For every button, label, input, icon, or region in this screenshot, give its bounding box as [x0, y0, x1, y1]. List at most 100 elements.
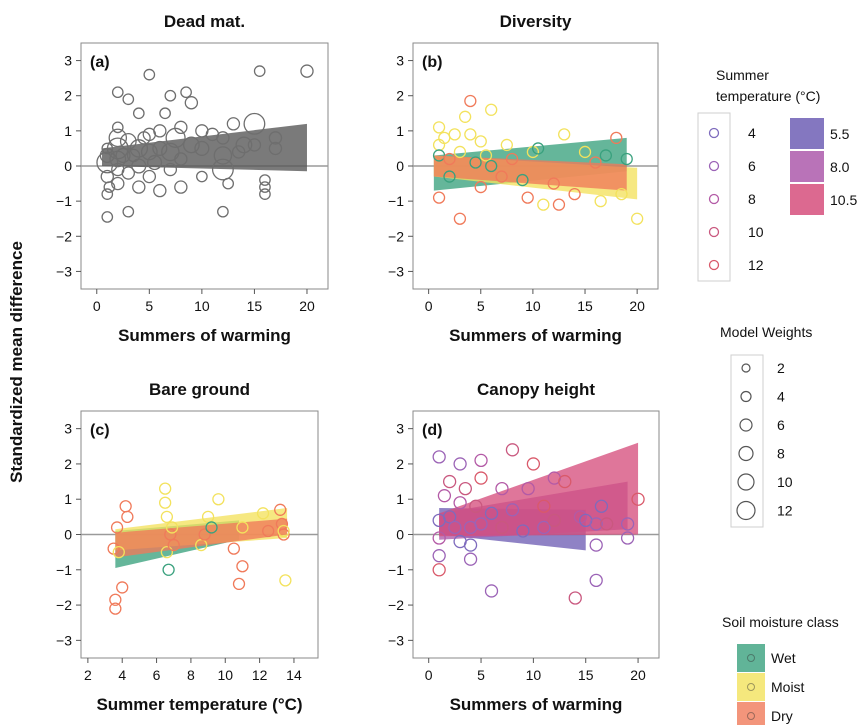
data-point	[526, 457, 541, 471]
data-point	[485, 103, 498, 116]
data-point	[165, 521, 179, 534]
data-point	[152, 140, 168, 156]
data-point	[516, 173, 529, 187]
data-point	[196, 170, 208, 183]
data-point	[432, 549, 446, 563]
data-point	[213, 146, 233, 165]
legend-moisture-label: Moist	[771, 679, 805, 695]
data-point	[205, 521, 218, 534]
x-tick-label: 5	[477, 298, 485, 314]
data-point	[458, 110, 472, 123]
x-tick-label: 5	[477, 667, 485, 683]
data-point	[474, 135, 487, 148]
legend-weights-box	[730, 354, 764, 528]
x-axis-label: Summers of warming	[118, 326, 291, 345]
data-point	[160, 510, 174, 524]
confidence-band	[433, 155, 627, 191]
legend-weight-circle	[736, 500, 756, 521]
data-point	[142, 169, 157, 184]
data-point	[153, 124, 167, 138]
data-point	[464, 94, 477, 108]
data-point	[119, 132, 137, 150]
data-point	[630, 212, 644, 225]
legend-moisture-swatch	[737, 702, 765, 725]
data-point	[235, 136, 253, 154]
x-tick-label: 20	[630, 667, 646, 683]
data-point	[132, 180, 146, 194]
y-tick-label: −1	[56, 193, 72, 209]
data-point	[453, 496, 467, 510]
data-point	[463, 552, 478, 566]
panel-title: Canopy height	[477, 380, 595, 399]
x-tick-label: 0	[93, 298, 101, 314]
y-tick-label: 0	[396, 158, 404, 174]
data-point	[232, 577, 246, 591]
legend-temperature-point-label: 10	[748, 224, 764, 240]
data-point	[259, 181, 271, 193]
data-point	[443, 170, 456, 183]
data-point	[631, 492, 645, 506]
y-tick-label: −2	[56, 597, 72, 613]
data-point	[495, 520, 509, 535]
y-tick-label: 3	[64, 53, 72, 69]
legend-temperature-point	[708, 259, 720, 271]
data-point	[116, 581, 129, 594]
data-point	[174, 120, 188, 135]
data-point	[516, 524, 530, 538]
data-point	[256, 507, 270, 520]
data-point	[277, 528, 290, 541]
data-point	[132, 107, 145, 120]
data-point	[558, 128, 571, 141]
data-point	[594, 194, 607, 208]
y-tick-label: 3	[396, 421, 404, 437]
panel-label: (b)	[422, 54, 442, 71]
legend-temperature-band-label: 8.0	[830, 159, 850, 175]
data-point	[589, 156, 602, 169]
data-point	[274, 503, 287, 516]
data-point	[568, 591, 582, 605]
y-tick-label: −1	[388, 193, 404, 209]
data-point	[599, 149, 613, 162]
legend-temperature-title-line1: Summer	[716, 67, 769, 83]
data-point	[112, 545, 125, 559]
data-point	[174, 180, 188, 194]
data-point	[121, 166, 135, 180]
x-tick-label: 6	[153, 667, 161, 683]
legend-temperature-point-label: 4	[748, 125, 756, 141]
data-point	[216, 131, 230, 145]
legend-temperature-point	[708, 226, 720, 238]
data-point	[615, 187, 628, 201]
legend-moisture-label: Wet	[771, 650, 796, 666]
data-point	[159, 107, 171, 120]
data-point	[442, 474, 457, 489]
data-point	[140, 143, 158, 161]
data-point	[568, 187, 581, 201]
data-point	[153, 183, 167, 198]
legend-moisture-label: Dry	[771, 708, 793, 724]
legend-weight-circle	[740, 390, 752, 403]
panel-title: Dead mat.	[164, 12, 245, 31]
data-point	[537, 520, 551, 535]
x-tick-label: 10	[526, 667, 542, 683]
legend-weight-circle	[737, 473, 755, 491]
legend-temperature-band-label: 10.5	[830, 192, 857, 208]
legend-temperature-band	[790, 151, 824, 182]
data-point	[109, 593, 122, 606]
data-point	[531, 142, 545, 155]
x-tick-label: 12	[252, 667, 268, 683]
data-point	[217, 205, 229, 218]
x-tick-label: 10	[217, 667, 233, 683]
data-point	[159, 482, 172, 495]
data-point	[111, 86, 124, 99]
legend-moisture-swatch	[737, 673, 765, 701]
data-point	[485, 159, 498, 173]
data-point	[122, 93, 135, 106]
y-tick-label: −3	[388, 632, 404, 648]
y-tick-label: −3	[56, 632, 72, 648]
legend-temperature-point	[708, 193, 720, 205]
data-point	[163, 162, 178, 177]
data-point	[247, 138, 262, 152]
y-tick-label: −2	[388, 228, 404, 244]
